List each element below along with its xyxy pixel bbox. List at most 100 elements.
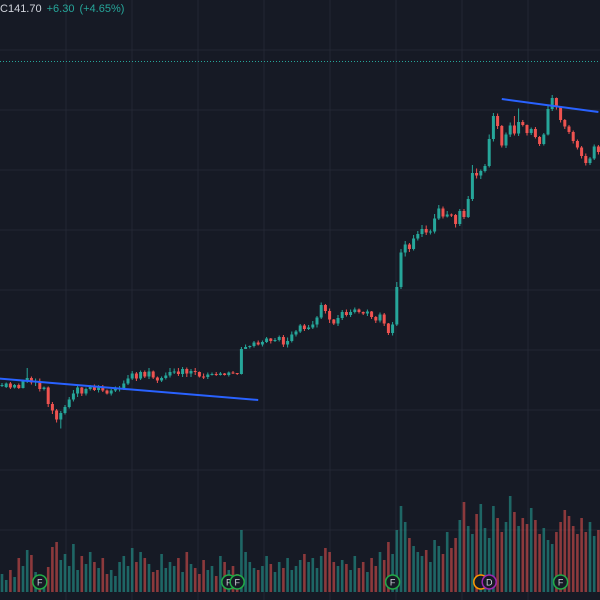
candle[interactable] [143,370,147,379]
candle[interactable] [273,338,277,342]
candle[interactable] [134,372,138,381]
candle[interactable] [248,345,252,349]
candle[interactable] [155,376,159,384]
candle[interactable] [105,389,109,395]
trendline[interactable] [501,98,599,113]
candle[interactable] [256,340,260,346]
candle[interactable] [239,347,243,375]
candle[interactable] [416,231,420,241]
candle[interactable] [168,368,172,378]
candle[interactable] [252,341,256,348]
candle[interactable] [483,164,487,173]
candle[interactable] [349,309,353,318]
candle[interactable] [529,127,533,136]
trendline[interactable] [0,377,259,401]
candle[interactable] [139,370,143,381]
candle[interactable] [46,386,50,408]
candle[interactable] [420,225,424,237]
candle[interactable] [193,368,197,375]
candle[interactable] [458,209,462,226]
candle[interactable] [84,387,88,396]
candle[interactable] [269,338,273,344]
candle[interactable] [449,213,453,218]
candle[interactable] [433,214,437,234]
candle[interactable] [378,312,382,323]
candle[interactable] [231,371,235,374]
candle[interactable] [550,95,554,111]
candle[interactable] [126,375,130,385]
candle[interactable] [365,309,369,317]
candle[interactable] [340,310,344,320]
candlestick-series[interactable] [0,95,600,429]
candle[interactable] [80,387,84,396]
earnings-marker[interactable]: F [552,574,569,590]
candle[interactable] [533,127,537,139]
candle[interactable] [218,372,222,376]
candle[interactable] [202,373,206,380]
candle[interactable] [491,113,495,142]
candle[interactable] [160,376,164,383]
candle[interactable] [454,214,458,228]
candle[interactable] [554,97,558,110]
candle[interactable] [214,372,218,376]
candle[interactable] [265,337,269,343]
candle[interactable] [181,367,185,377]
candle[interactable] [580,146,584,159]
candle[interactable] [290,331,294,343]
candle[interactable] [71,390,75,402]
candle[interactable] [176,368,180,376]
earnings-marker[interactable]: F [229,574,245,590]
candle[interactable] [55,409,59,423]
dividend-marker[interactable]: D [481,574,497,590]
candle[interactable] [361,311,365,316]
candle[interactable] [357,308,361,314]
candle[interactable] [67,397,71,409]
candle[interactable] [508,122,512,138]
candle[interactable] [235,373,239,375]
candle[interactable] [323,304,327,314]
candle[interactable] [50,402,54,414]
candle[interactable] [466,196,470,218]
candle[interactable] [525,124,529,136]
candle[interactable] [332,319,336,325]
trendline-drawings[interactable] [0,98,599,401]
candle[interactable] [298,324,302,333]
candle[interactable] [382,313,386,326]
earnings-marker[interactable]: F [32,574,48,590]
candle[interactable] [496,113,500,130]
candle[interactable] [441,206,445,219]
candle[interactable] [596,145,600,155]
candle[interactable] [344,309,348,317]
candle[interactable] [592,144,596,161]
candle[interactable] [147,368,151,379]
candle[interactable] [563,119,567,129]
candle[interactable] [206,372,210,380]
candle[interactable] [424,225,428,236]
candle[interactable] [386,323,390,335]
candle[interactable] [470,165,474,201]
candle[interactable] [407,243,411,252]
candle[interactable] [260,340,264,347]
candle[interactable] [38,378,42,392]
candle[interactable] [500,125,504,148]
candle[interactable] [17,383,21,390]
candle[interactable] [63,405,67,415]
candle[interactable] [302,324,306,331]
candle[interactable] [479,169,483,180]
candle[interactable] [546,105,550,136]
candle[interactable] [588,157,592,165]
candle[interactable] [0,383,4,387]
candle[interactable] [286,337,290,348]
candle[interactable] [538,136,542,146]
candle[interactable] [428,229,432,235]
candle[interactable] [210,372,214,376]
candle[interactable] [59,411,63,429]
candle[interactable] [395,282,399,326]
candle[interactable] [13,384,17,389]
candle[interactable] [399,249,403,289]
candle[interactable] [559,106,563,123]
candle[interactable] [487,134,491,168]
candle[interactable] [197,371,201,378]
